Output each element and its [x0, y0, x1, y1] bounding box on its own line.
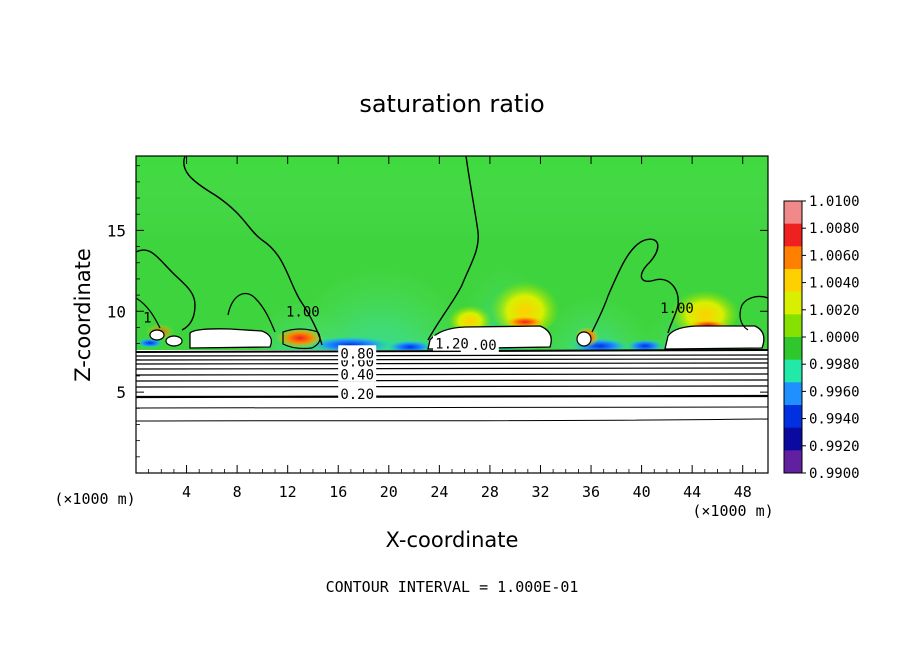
- contour-label: 1.00: [463, 338, 497, 354]
- colorbar-segment: [784, 201, 802, 225]
- contour-1-00: [741, 295, 768, 306]
- y-tick-label: 10: [107, 302, 126, 321]
- x-tick-label: 8: [233, 483, 242, 501]
- contour-label: 1: [143, 311, 151, 327]
- chart-title: saturation ratio: [359, 90, 544, 118]
- colorbar-segment: [784, 427, 802, 451]
- orange-patch: [505, 316, 545, 328]
- x-tick-label: 24: [430, 483, 448, 501]
- x-axis: 4 8 12 16 20 24 28 32 36 40 44 48: [148, 156, 756, 501]
- contour-1-00: [136, 297, 161, 329]
- y-axis-unit: (×1000 m): [54, 490, 135, 508]
- x-tick-label: 4: [182, 483, 191, 501]
- contour-label: 0.40: [340, 367, 374, 383]
- colorbar-segment: [784, 337, 802, 361]
- contour-1-00: [136, 249, 196, 331]
- contour-label: 0.20: [340, 387, 374, 403]
- colorbar-segment: [784, 269, 802, 293]
- colorbar-tick-label: 0.9960: [809, 384, 860, 400]
- contour-labels: 0.200.400.600.801.00 1.001.001.201: [143, 301, 694, 403]
- contour-label-bg: [338, 366, 377, 382]
- y-tick-label: 5: [116, 383, 126, 402]
- y-axis: 5 10 15: [107, 165, 768, 458]
- contour-1-00: [183, 156, 323, 346]
- contour-1-00: [427, 156, 479, 341]
- cloud-pocket: [282, 328, 321, 350]
- colorbar-tick-label: 1.0080: [809, 221, 860, 237]
- contour-1-00: [227, 292, 276, 333]
- y-tick-label: 15: [107, 221, 126, 240]
- cloud-pocket: [149, 329, 165, 341]
- cloud-pocket: [576, 331, 592, 347]
- cloud-pocket: [664, 325, 765, 350]
- colorbar-tick-label: 1.0100: [809, 194, 860, 210]
- contour-1-00: [591, 295, 609, 333]
- colorbar-tick-label: 1.0060: [809, 248, 860, 264]
- x-tick-label: 48: [734, 483, 752, 501]
- x-tick-label: 20: [380, 483, 398, 501]
- colorbar-tick-label: 0.9980: [809, 357, 860, 373]
- cloud-pocket: [189, 328, 273, 349]
- contour-label: 1.20: [435, 337, 469, 353]
- x-axis-unit: (×1000 m): [692, 502, 773, 520]
- colorbar-tick-label: 0.9900: [809, 466, 860, 482]
- colorbar-segment: [784, 246, 802, 270]
- colorbar-segment: [784, 223, 802, 247]
- colorbar-tick-label: 0.9920: [809, 439, 860, 455]
- contour-label: 0.80: [340, 346, 374, 362]
- colorbar-segment: [784, 314, 802, 338]
- contour-1-00: [607, 238, 679, 334]
- x-tick-label: 28: [481, 483, 499, 501]
- contour-label-bg: [338, 385, 377, 401]
- x-tick-label: 44: [683, 483, 701, 501]
- x-axis-label: X-coordinate: [386, 528, 519, 552]
- colorbar-tick-label: 1.0000: [809, 330, 860, 346]
- orange-patch: [276, 328, 324, 348]
- stratified-contours: [136, 349, 768, 422]
- lower-layer: [136, 350, 768, 473]
- contour-1-00: [739, 304, 749, 331]
- colorbar-segment: [784, 382, 802, 406]
- plot-area: [136, 156, 768, 473]
- contour-label-bg: [433, 335, 471, 351]
- yellow-patch: [448, 302, 492, 334]
- colorbar-segment: [784, 359, 802, 383]
- colorbar-segment: [784, 450, 802, 474]
- colorbar-tick-label: 0.9940: [809, 412, 860, 428]
- colorbar-tick-label: 1.0040: [809, 276, 860, 292]
- x-tick-label: 12: [279, 483, 297, 501]
- contour-interval-note: CONTOUR INTERVAL = 1.000E-01: [326, 578, 579, 596]
- contour-label: 1.00: [286, 304, 320, 320]
- x-tick-label: 16: [329, 483, 347, 501]
- contour-label-bg: [338, 345, 377, 361]
- y-axis-label: Z-coordinate: [71, 248, 95, 382]
- x-tick-label: 36: [582, 483, 600, 501]
- contour-label: 1.00: [660, 301, 694, 317]
- colorbar: 1.0100 1.0080 1.0060 1.0040 1.0020 1.0000 0.99…: [783, 194, 860, 482]
- colorbar-segment: [784, 405, 802, 429]
- cloud-pocket: [165, 335, 183, 347]
- x-tick-label: 32: [531, 483, 549, 501]
- colorbar-segment: [784, 291, 802, 315]
- x-tick-label: 40: [633, 483, 651, 501]
- colorbar-tick-label: 1.0020: [809, 303, 860, 319]
